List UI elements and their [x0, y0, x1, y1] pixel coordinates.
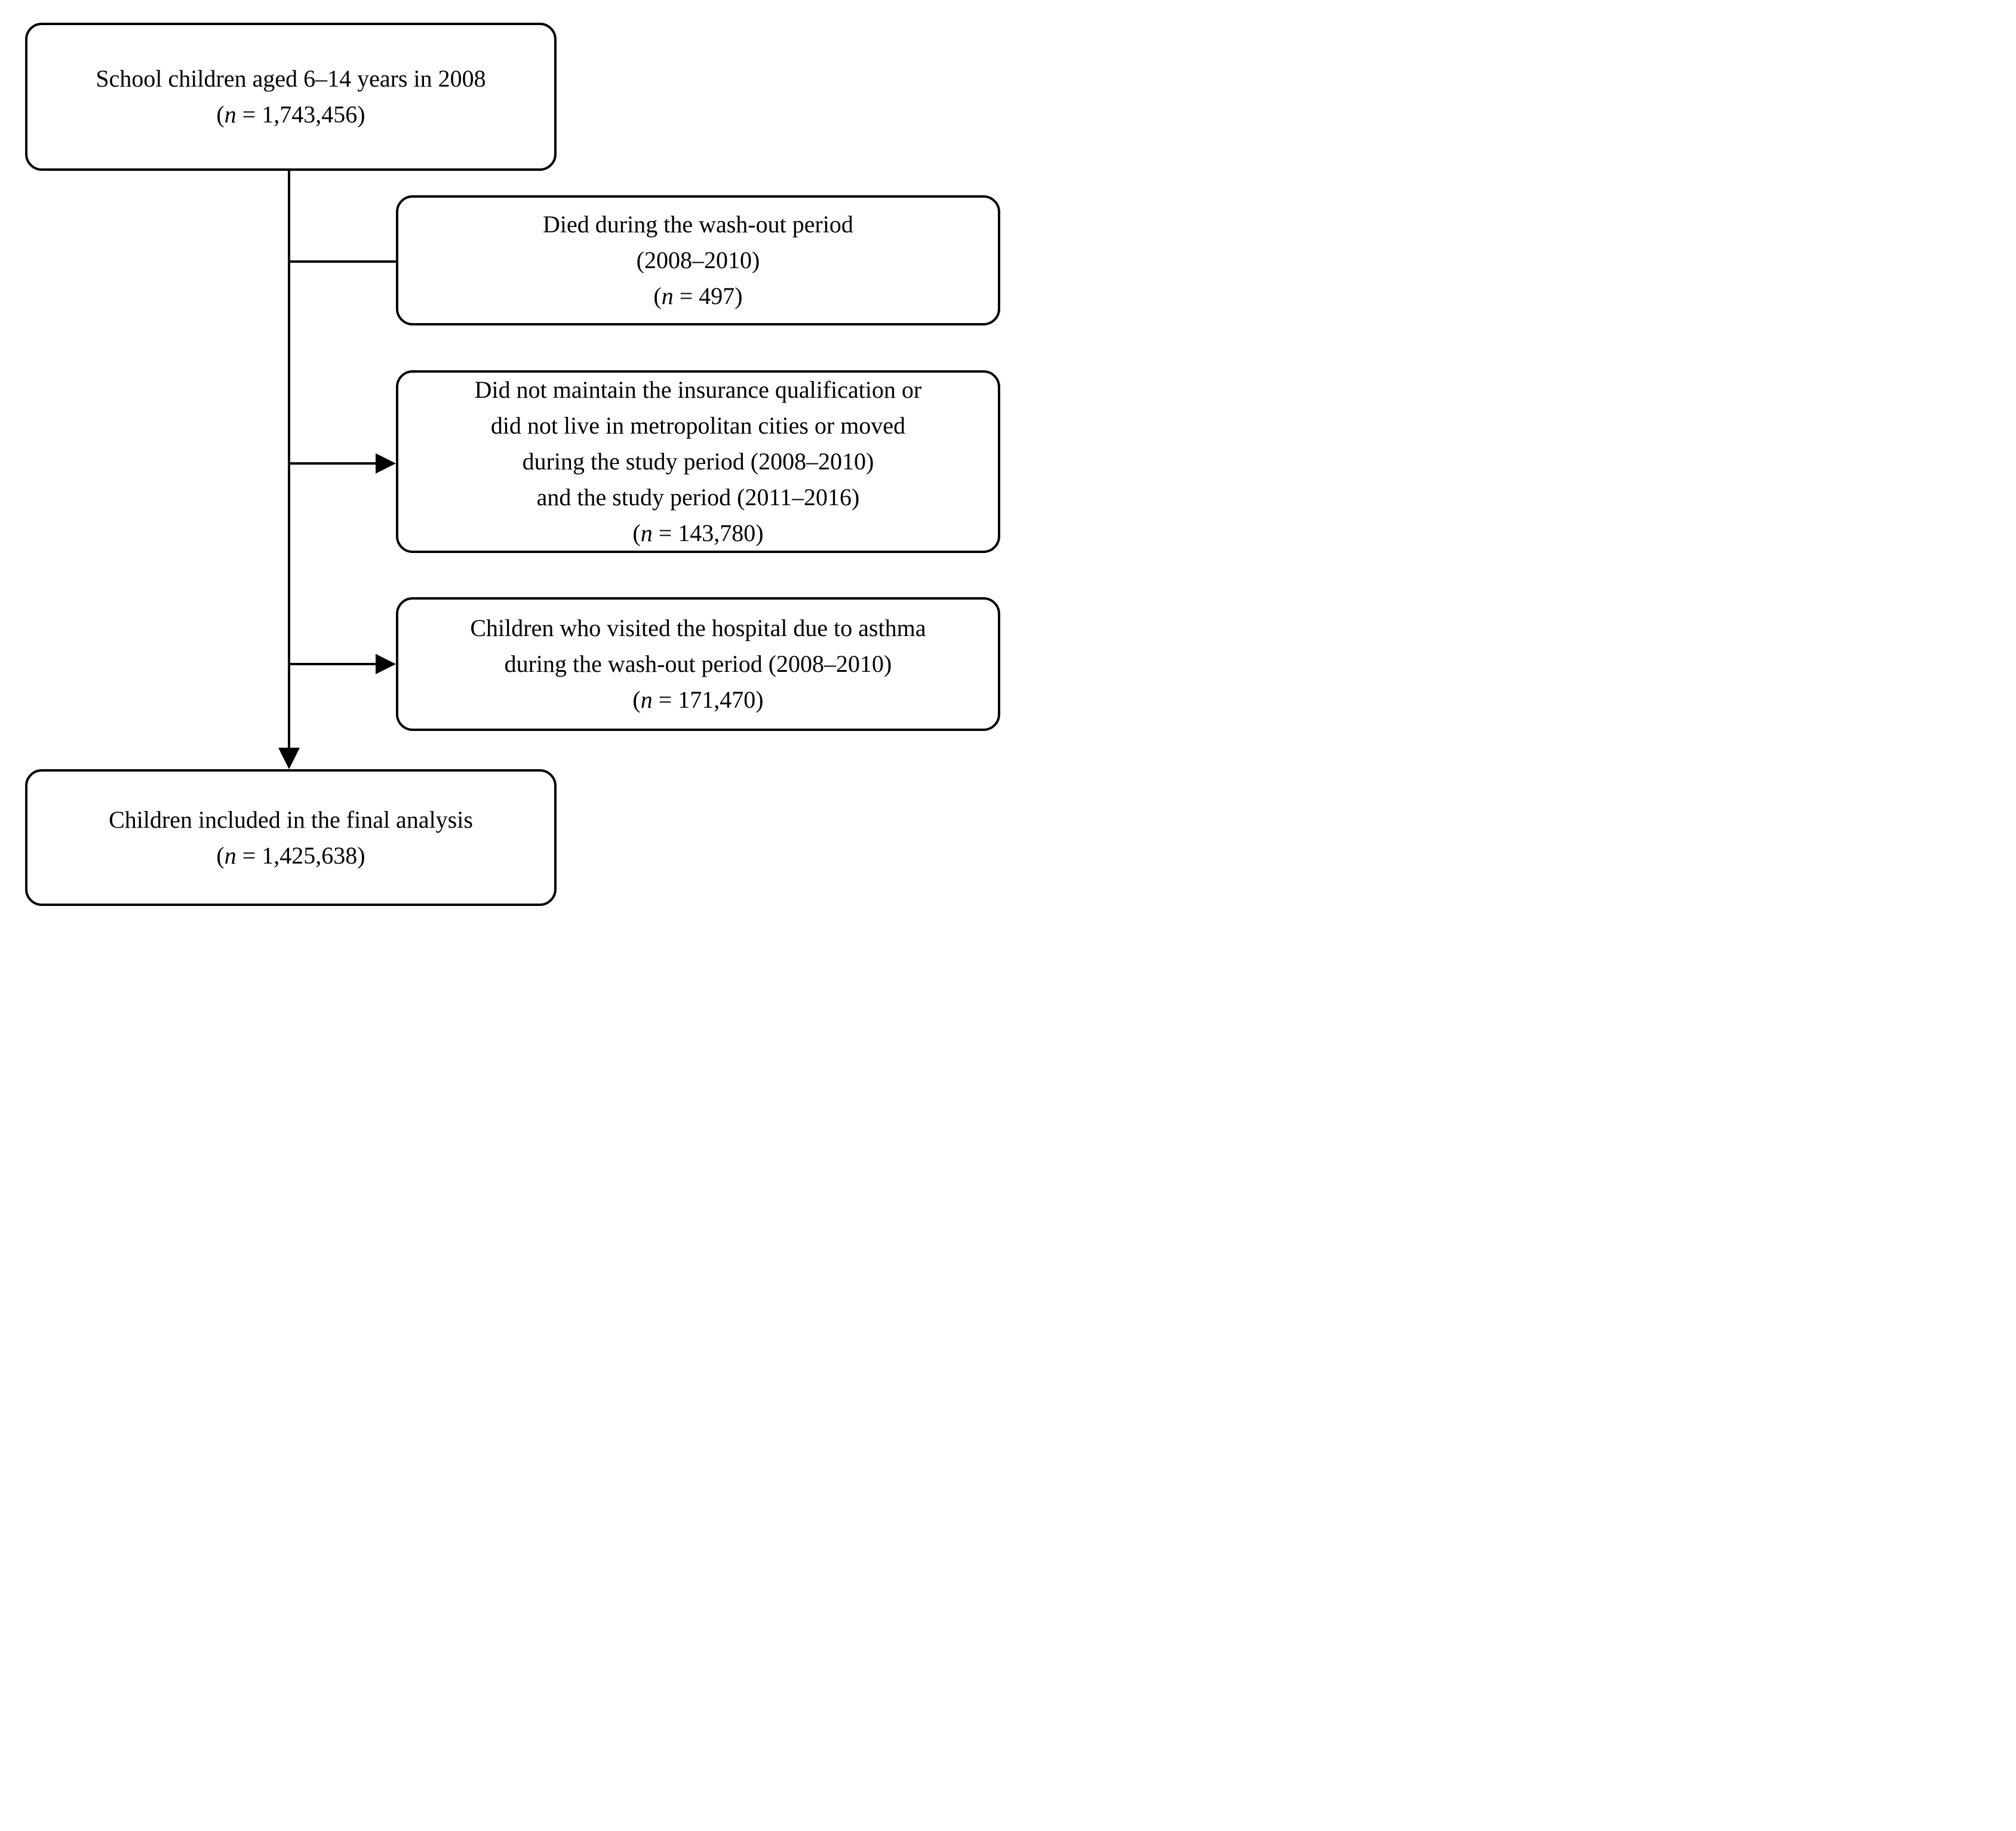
final-n-line: (n = 1,425,638) [216, 838, 365, 874]
asthma-text-line1: Children who visited the hospital due to… [470, 615, 926, 641]
final-text: Children included in the final analysis [109, 806, 473, 833]
down-arrowhead [278, 748, 300, 769]
n-value: = 143,780) [652, 520, 764, 546]
died-text-line2: (2008–2010) [636, 247, 760, 274]
n-symbol: n [661, 282, 674, 309]
died-text-line1: Died during the wash-out period [543, 211, 853, 238]
asthma-text-line2: during the wash-out period (2008–2010) [504, 650, 892, 677]
n-open-paren: ( [653, 282, 662, 309]
asthma-n-line: (n = 171,470) [632, 682, 763, 718]
flow-diagram: School children aged 6–14 years in 2008 … [0, 0, 1008, 916]
insurance-text-line2: did not live in metropolitan cities or m… [490, 412, 906, 439]
population-n-line: (n = 1,743,456) [216, 97, 365, 133]
box-excluded-insurance: Did not maintain the insurance qualifica… [396, 370, 1000, 553]
right-arrowhead-asthma [376, 654, 396, 674]
n-value: = 1,425,638) [236, 841, 365, 869]
n-open-paren: ( [216, 101, 225, 128]
insurance-text-line1: Did not maintain the insurance qualifica… [474, 376, 922, 403]
box-excluded-asthma: Children who visited the hospital due to… [396, 597, 1000, 731]
n-open-paren: ( [632, 686, 641, 713]
n-symbol: n [640, 686, 653, 713]
died-n-line: (n = 497) [653, 278, 742, 314]
box-excluded-died: Died during the wash-out period (2008–20… [396, 195, 1000, 325]
n-value: = 497) [673, 282, 743, 309]
n-symbol: n [224, 101, 236, 128]
n-value: = 171,470) [652, 686, 764, 713]
box-population: School children aged 6–14 years in 2008 … [25, 23, 557, 171]
n-symbol: n [224, 841, 236, 869]
n-open-paren: ( [216, 841, 225, 869]
n-open-paren: ( [632, 520, 641, 546]
n-value: = 1,743,456) [236, 101, 365, 128]
n-symbol: n [640, 520, 653, 546]
population-text: School children aged 6–14 years in 2008 [96, 65, 486, 92]
insurance-text-line4: and the study period (2011–2016) [536, 484, 860, 511]
insurance-n-line: (n = 143,780) [632, 515, 763, 551]
insurance-text-line3: during the study period (2008–2010) [522, 448, 874, 475]
box-final-analysis: Children included in the final analysis … [25, 769, 557, 906]
right-arrowhead-insurance [376, 453, 396, 474]
